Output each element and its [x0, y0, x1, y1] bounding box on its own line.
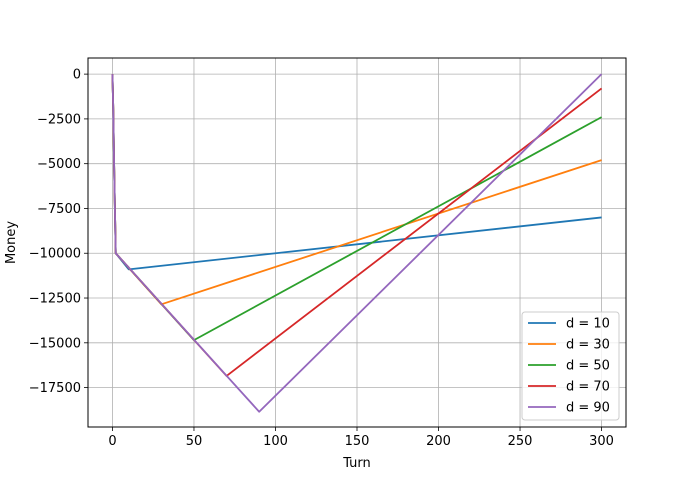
y-tick-label: −2500: [37, 112, 81, 127]
x-tick-label: 0: [108, 434, 116, 449]
legend-label: d = 50: [566, 359, 610, 374]
legend-label: d = 70: [566, 380, 610, 395]
x-tick-label: 200: [426, 434, 451, 449]
y-axis-label: Money: [4, 221, 19, 264]
x-axis-label: Turn: [342, 456, 371, 471]
y-tick-label: −10000: [29, 247, 81, 262]
legend-label: d = 30: [566, 338, 610, 353]
legend-label: d = 90: [566, 401, 610, 416]
legend-label: d = 10: [566, 317, 610, 332]
legend: d = 10 d = 30 d = 50 d = 70 d = 90: [521, 311, 620, 421]
x-tick-label: 250: [508, 434, 533, 449]
y-tick-label: −17500: [29, 381, 81, 396]
x-tick-label: 50: [186, 434, 203, 449]
y-tick-label: −12500: [29, 292, 81, 307]
y-tick-label: 0: [73, 68, 81, 83]
x-tick-label: 300: [589, 434, 614, 449]
series-lines: [111, 73, 603, 413]
series-line: [111, 73, 603, 413]
y-tick-label: −15000: [29, 336, 81, 351]
x-tick-label: 100: [263, 434, 288, 449]
x-tick-label: 150: [345, 434, 370, 449]
y-tick-label: −7500: [37, 202, 81, 217]
legend-frame: [521, 311, 620, 421]
ticks: 0 50 100 150 200 250 300 0 −2500 −5000 −7500 −10000…: [29, 68, 614, 449]
y-tick-label: −5000: [37, 157, 81, 172]
